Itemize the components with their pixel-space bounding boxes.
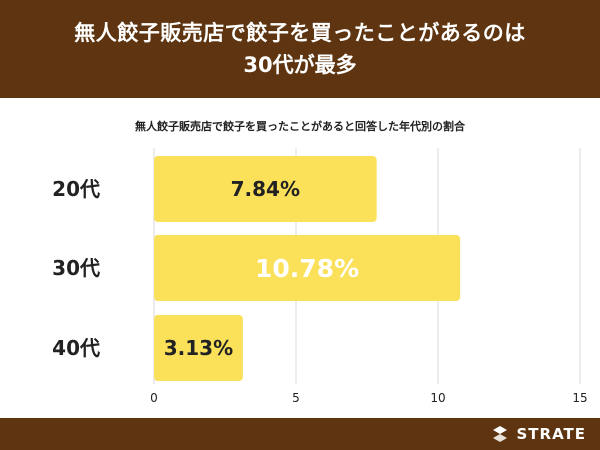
page-title-line1: 無人餃子販売店で餃子を買ったことがあるのは — [74, 21, 526, 45]
chart-title: 無人餃子販売店で餃子を買ったことがあると回答した年代別の割合 — [135, 120, 465, 133]
x-tick-label: 0 — [150, 391, 158, 405]
data-label: 7.84% — [231, 177, 300, 201]
brand-name: STRATE — [516, 425, 586, 443]
strate-logo-icon — [493, 426, 508, 442]
page-title-line2: 30代が最多 — [243, 53, 357, 77]
category-label: 30代 — [52, 256, 100, 280]
bar-chart: 0 5 10 15 20代 7.84% 30代 10.78% 40代 3.13% — [52, 148, 588, 405]
footer-bar: STRATE — [0, 418, 600, 450]
bar — [154, 235, 461, 301]
title-banner: 無人餃子販売店で餃子を買ったことがあるのは 30代が最多 — [0, 0, 600, 98]
data-label: 10.78% — [255, 254, 359, 283]
bar — [154, 315, 243, 381]
x-tick-label: 10 — [430, 391, 445, 405]
bar — [154, 156, 377, 222]
category-label: 20代 — [52, 177, 100, 201]
brand-logo: STRATE — [490, 422, 586, 446]
x-tick-label: 15 — [572, 391, 587, 405]
category-label: 40代 — [52, 336, 100, 360]
x-tick-label: 5 — [292, 391, 300, 405]
data-label: 3.13% — [164, 336, 233, 360]
